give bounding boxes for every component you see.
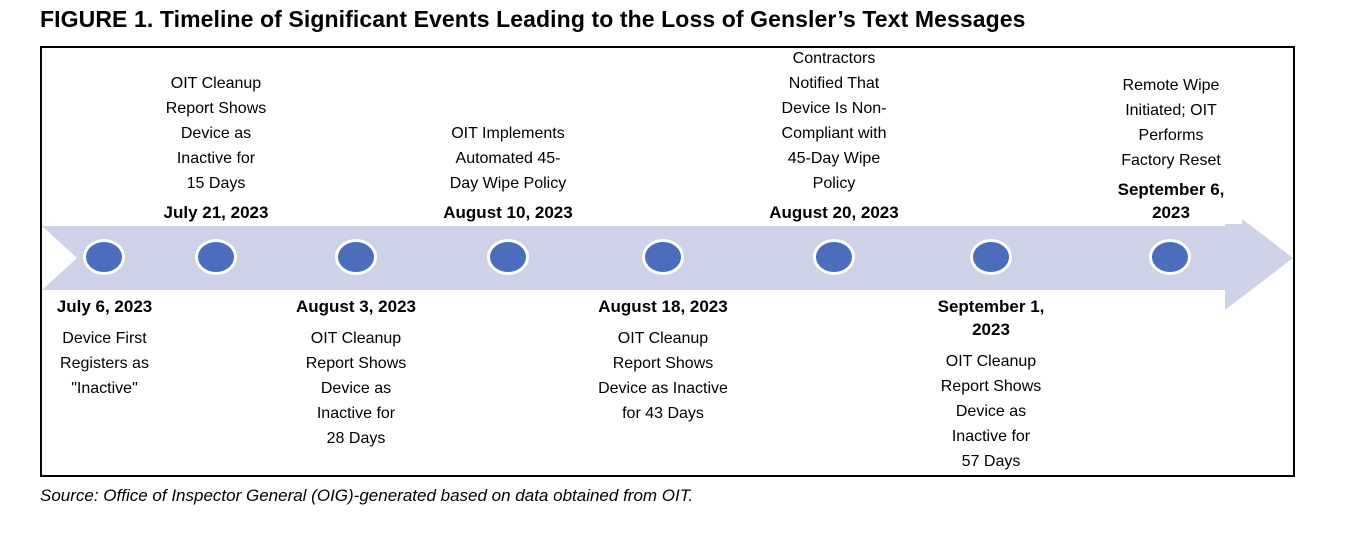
event-august-10-2023: OIT Implements Automated 45- Day Wipe Po… [413,121,603,224]
timeline-dot-4 [487,239,529,275]
event-date: August 20, 2023 [769,203,899,222]
timeline-dot-8 [1149,239,1191,275]
event-description: Remote Wipe Initiated; OIT Performs Fact… [1121,77,1221,169]
timeline-dot-5 [642,239,684,275]
event-date: August 3, 2023 [296,297,416,316]
event-date: August 18, 2023 [598,297,728,316]
event-july-21-2023: OIT Cleanup Report Shows Device as Inact… [136,71,296,224]
timeline-arrow-band [42,226,1225,290]
event-description: Device First Registers as "Inactive" [60,330,149,397]
event-july-6-2023: July 6, 2023 Device First Registers as "… [42,295,167,401]
event-september-1-2023: September 1, 2023 OIT Cleanup Report Sho… [916,295,1066,474]
event-description: OIT Cleanup Report Shows Device as Inact… [165,75,267,192]
event-august-3-2023: August 3, 2023 OIT Cleanup Report Shows … [276,295,436,451]
source-note: Source: Office of Inspector General (OIG… [40,486,694,505]
event-date: July 6, 2023 [56,297,153,316]
event-september-6-2023: Remote Wipe Initiated; OIT Performs Fact… [1100,73,1242,224]
timeline-arrow-tail-notch [42,226,77,290]
event-date: July 21, 2023 [163,203,269,222]
event-august-20-2023: Contractors Notified That Device Is Non-… [744,46,924,224]
timeline-dot-3 [335,239,377,275]
figure-title: FIGURE 1. Timeline of Significant Events… [40,6,1026,32]
timeline-dot-2 [195,239,237,275]
event-description: OIT Implements Automated 45- Day Wipe Po… [449,125,567,192]
event-description: OIT Cleanup Report Shows Device as Inact… [598,330,728,422]
event-description: Contractors Notified That Device Is Non-… [781,50,887,192]
timeline-figure: July 6, 2023 Device First Registers as "… [40,46,1295,477]
timeline-dot-1 [83,239,125,275]
event-date: September 6, 2023 [1117,180,1225,222]
event-date: August 10, 2023 [443,203,573,222]
event-description: OIT Cleanup Report Shows Device as Inact… [305,330,407,447]
event-august-18-2023: August 18, 2023 OIT Cleanup Report Shows… [568,295,758,426]
event-date: September 1, 2023 [937,297,1045,339]
timeline-dot-6 [813,239,855,275]
timeline-dot-7 [970,239,1012,275]
event-description: OIT Cleanup Report Shows Device as Inact… [940,353,1042,470]
